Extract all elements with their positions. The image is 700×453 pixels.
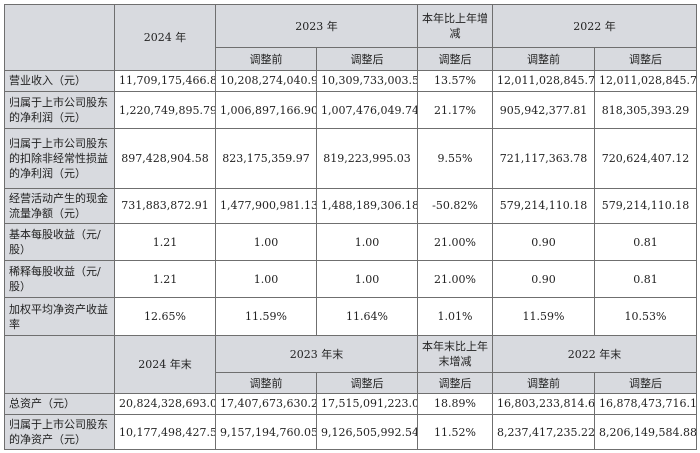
row-label: 归属于上市公司股东的扣除非经常性损益的净利润（元） [4,128,115,189]
value-2023-before: 1.00 [215,223,317,262]
value-2022-before: 0.90 [492,223,595,262]
top-header-row-1: 2024 年 2023 年 本年比上年增减 2022 年 [4,3,697,71]
value-2024: 1.21 [114,223,216,262]
header-2023: 2023 年 [215,3,418,49]
value-2022-before: 16,803,233,814.63 [492,392,595,416]
value-change: 21.00% [417,223,493,262]
table-row: 稀释每股收益（元/股） 1.21 1.00 1.00 21.00% 0.90 0… [4,260,697,299]
value-2023-before: 823,175,359.97 [215,128,317,189]
value-2023-before: 9,157,194,760.05 [215,414,317,450]
value-2023-before: 11.59% [215,297,317,337]
value-change: -50.82% [417,187,493,225]
value-2023-after: 1,488,189,306.18 [316,187,418,225]
value-2022-before: 11.59% [492,297,595,337]
value-2022-after: 818,305,393.29 [594,91,697,130]
header-change-end: 本年末比上年末增减 [417,335,493,374]
value-2024: 12.65% [114,297,216,337]
value-2023-after: 1,007,476,049.74 [316,91,418,130]
value-2023-before: 1,477,900,981.13 [215,187,317,225]
value-2022-after: 12,011,028,845.77 [594,69,697,93]
value-2023-before: 10,208,274,040.97 [215,69,317,93]
row-label: 归属于上市公司股东的净资产（元） [4,414,115,450]
value-2023-before: 1.00 [215,260,317,299]
subheader-2023-before: 调整前 [215,47,317,71]
value-2022-after: 8,206,149,584.88 [594,414,697,450]
value-2022-after: 10.53% [594,297,697,337]
row-label: 基本每股收益（元/股） [4,223,115,262]
row-label: 稀释每股收益（元/股） [4,260,115,299]
subheader-2022-before: 调整前 [492,47,595,71]
value-2022-before: 721,117,363.78 [492,128,595,189]
row-label: 归属于上市公司股东的净利润（元） [4,91,115,130]
value-2022-after: 0.81 [594,223,697,262]
subheader-2023-after: 调整后 [316,47,418,71]
table-row: 总资产（元） 20,824,328,693.09 17,407,673,630.… [4,392,697,416]
row-label: 营业收入（元） [4,69,115,93]
value-2022-after: 579,214,110.18 [594,187,697,225]
table-row: 归属于上市公司股东的净资产（元） 10,177,498,427.51 9,157… [4,414,697,450]
subheader-change-after: 调整后 [417,47,493,71]
value-2023-after: 819,223,995.03 [316,128,418,189]
table-row: 归属于上市公司股东的净利润（元） 1,220,749,895.79 1,006,… [4,91,697,130]
corner-cell [4,4,115,71]
value-2022-before: 579,214,110.18 [492,187,595,225]
subheader-2022-end-before: 调整前 [492,372,595,394]
value-change: 18.89% [417,392,493,416]
corner-cell-bottom [4,335,115,394]
value-2022-after: 0.81 [594,260,697,299]
row-label: 加权平均净资产收益率 [4,297,115,337]
value-2023-after: 1.00 [316,260,418,299]
subheader-2023-end-before: 调整前 [215,372,317,394]
value-2024: 20,824,328,693.09 [114,392,216,416]
value-change: 21.00% [417,260,493,299]
bottom-header-row-1: 2024 年末 2023 年末 本年末比上年末增减 2022 年末 [4,335,697,394]
value-change: 13.57% [417,69,493,93]
row-label: 总资产（元） [4,392,115,416]
table-row: 经营活动产生的现金流量净额（元） 731,883,872.91 1,477,90… [4,187,697,225]
value-change: 21.17% [417,91,493,130]
value-2023-after: 11.64% [316,297,418,337]
value-2022-after: 16,878,473,716.14 [594,392,697,416]
value-2024: 1.21 [114,260,216,299]
value-change: 9.55% [417,128,493,189]
financial-data-table: 2024 年 2023 年 本年比上年增减 2022 年 调整前 调整后 调整后… [4,3,697,450]
value-change: 11.52% [417,414,493,450]
table-row: 归属于上市公司股东的扣除非经常性损益的净利润（元） 897,428,904.58… [4,128,697,189]
value-2023-before: 1,006,897,166.90 [215,91,317,130]
value-2022-before: 0.90 [492,260,595,299]
value-2023-before: 17,407,673,630.22 [215,392,317,416]
value-2022-before: 12,011,028,845.77 [492,69,595,93]
value-2023-after: 1.00 [316,223,418,262]
subheader-2022-end-after: 调整后 [594,372,697,394]
value-2022-before: 8,237,417,235.22 [492,414,595,450]
top-header-row-2: 调整前 调整后 调整后 调整前 调整后 [5,47,697,71]
value-2024: 11,709,175,466.84 [114,69,216,93]
value-2022-after: 720,624,407.12 [594,128,697,189]
subheader-2022-after: 调整后 [594,47,697,71]
table-row: 营业收入（元） 11,709,175,466.84 10,208,274,040… [4,69,697,93]
header-2024-end: 2024 年末 [114,335,216,394]
value-2024: 10,177,498,427.51 [114,414,216,450]
subheader-2023-end-after: 调整后 [316,372,418,394]
value-2024: 897,428,904.58 [114,128,216,189]
value-2023-after: 9,126,505,992.54 [316,414,418,450]
value-change: 1.01% [417,297,493,337]
header-change: 本年比上年增减 [417,3,493,49]
header-2024: 2024 年 [114,4,216,71]
table-row: 加权平均净资产收益率 12.65% 11.59% 11.64% 1.01% 11… [4,297,697,337]
value-2023-after: 17,515,091,223.02 [316,392,418,416]
value-2024: 1,220,749,895.79 [114,91,216,130]
row-label: 经营活动产生的现金流量净额（元） [4,187,115,225]
header-2022-end: 2022 年末 [492,335,697,374]
value-2022-before: 905,942,377.81 [492,91,595,130]
header-2023-end: 2023 年末 [215,335,418,374]
subheader-change-end-after: 调整后 [417,372,493,394]
value-2024: 731,883,872.91 [114,187,216,225]
value-2023-after: 10,309,733,003.52 [316,69,418,93]
header-2022: 2022 年 [492,3,697,49]
table-row: 基本每股收益（元/股） 1.21 1.00 1.00 21.00% 0.90 0… [4,223,697,262]
